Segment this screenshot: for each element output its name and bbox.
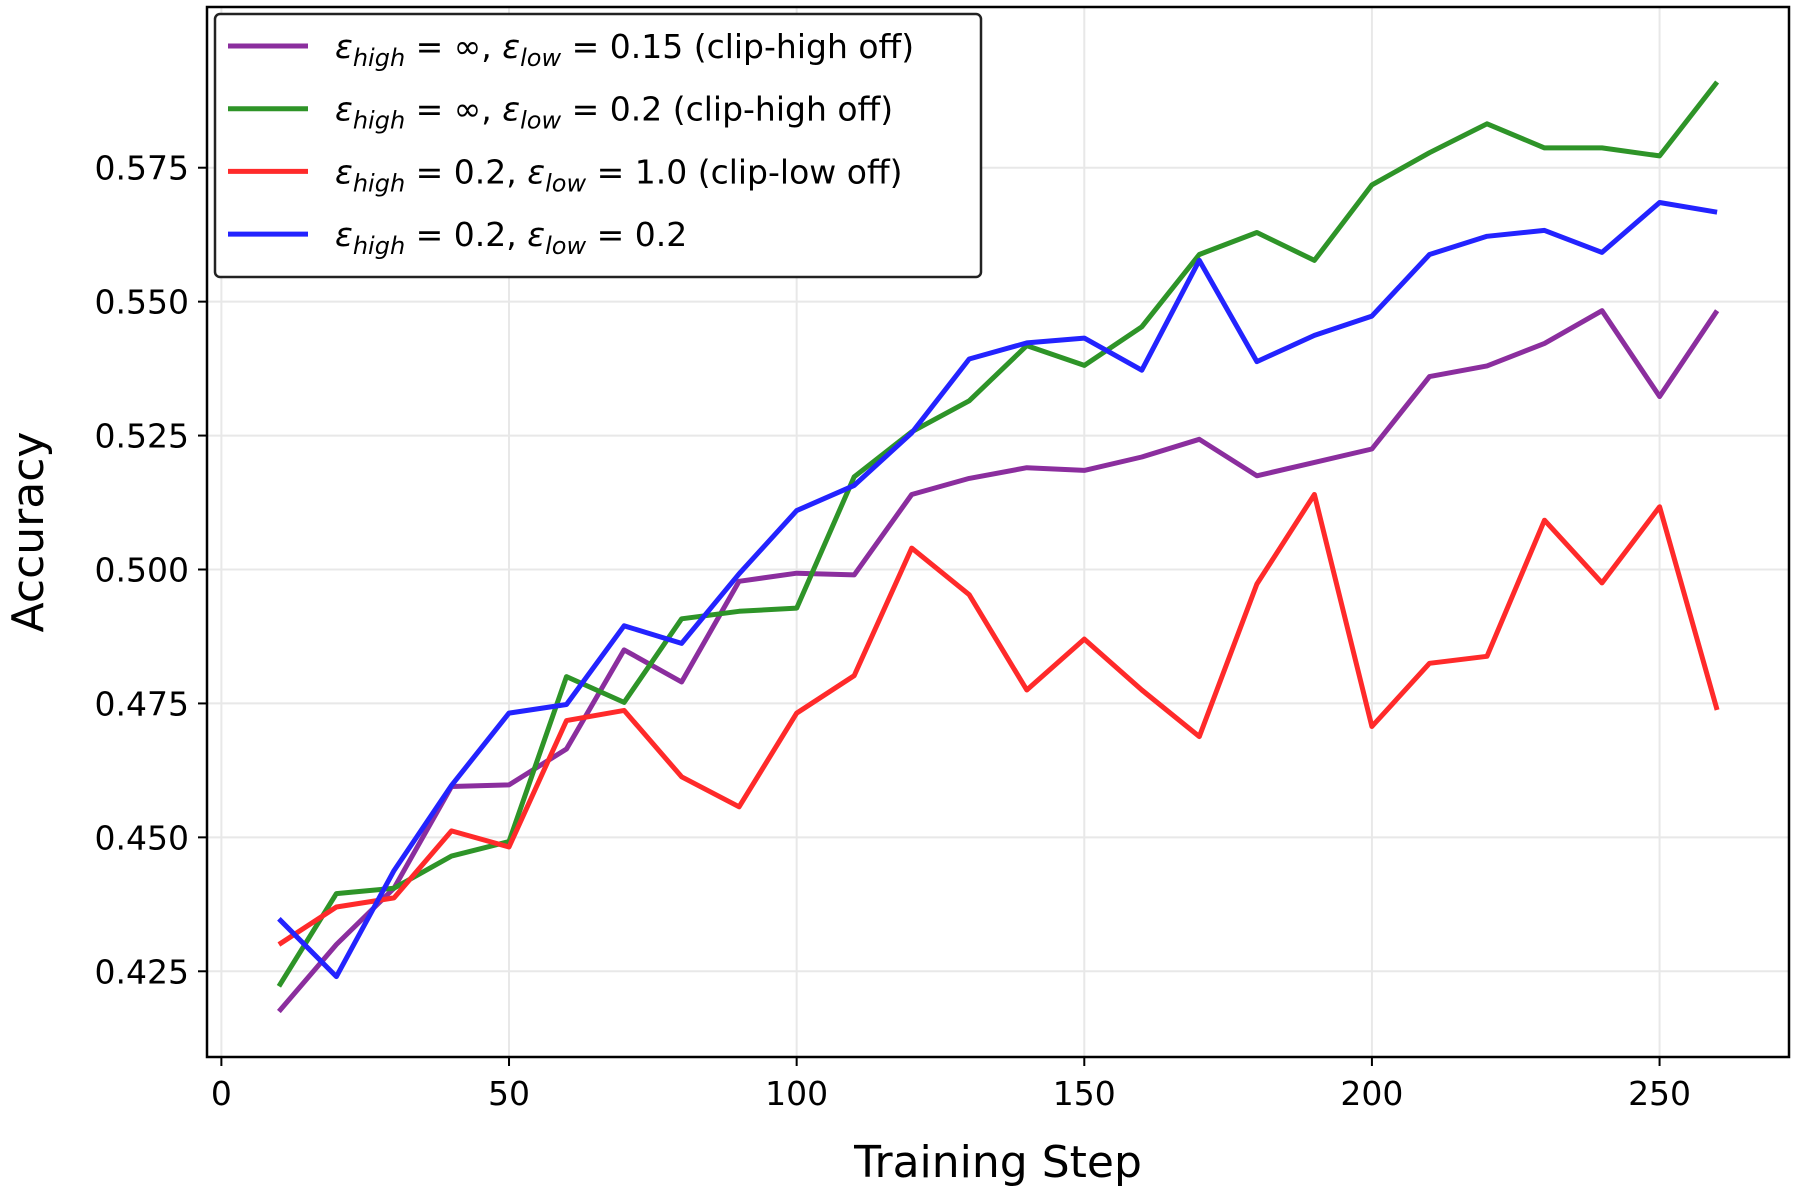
series-line-2 xyxy=(276,80,1720,988)
legend-label-1: εhigh = ∞, εlow = 0.15 (clip-high off) xyxy=(335,27,914,72)
y-axis: 0.425 0.450 0.475 0.500 0.525 0.550 0.575 xyxy=(95,149,207,991)
series-line-3 xyxy=(277,492,1720,947)
y-tick-label: 0.575 xyxy=(95,149,189,188)
x-tick-label: 50 xyxy=(488,1074,530,1113)
series-line-1 xyxy=(277,308,1720,1014)
series-line-4 xyxy=(277,200,1718,980)
x-axis-title: Training Step xyxy=(853,1137,1142,1188)
x-tick-label: 100 xyxy=(765,1074,828,1113)
legend-box xyxy=(213,12,983,279)
y-tick-label: 0.425 xyxy=(95,952,189,991)
series-layer xyxy=(276,80,1720,1014)
y-tick-label: 0.475 xyxy=(95,684,189,723)
x-tick-label: 250 xyxy=(1628,1074,1691,1113)
plot-area-frame xyxy=(205,5,1791,1059)
y-tick-label: 0.450 xyxy=(95,818,189,857)
legend[interactable]: εhigh = ∞, εlow = 0.15 (clip-high off) εh… xyxy=(213,12,983,279)
y-axis-title: Accuracy xyxy=(3,432,54,633)
x-tick-label: 200 xyxy=(1340,1074,1403,1113)
legend-label-2: εhigh = ∞, εlow = 0.2 (clip-high off) xyxy=(335,90,893,135)
y-tick-label: 0.550 xyxy=(95,283,189,322)
legend-label-3: εhigh = 0.2, εlow = 1.0 (clip-low off) xyxy=(335,152,903,197)
x-tick-label: 0 xyxy=(211,1074,232,1113)
y-tick-label: 0.525 xyxy=(95,417,189,456)
x-axis: 0 50 100 150 200 250 xyxy=(211,1057,1691,1113)
x-tick-label: 150 xyxy=(1053,1074,1116,1113)
y-tick-label: 0.500 xyxy=(95,551,189,590)
legend-label-4: εhigh = 0.2, εlow = 0.2 xyxy=(335,215,687,260)
